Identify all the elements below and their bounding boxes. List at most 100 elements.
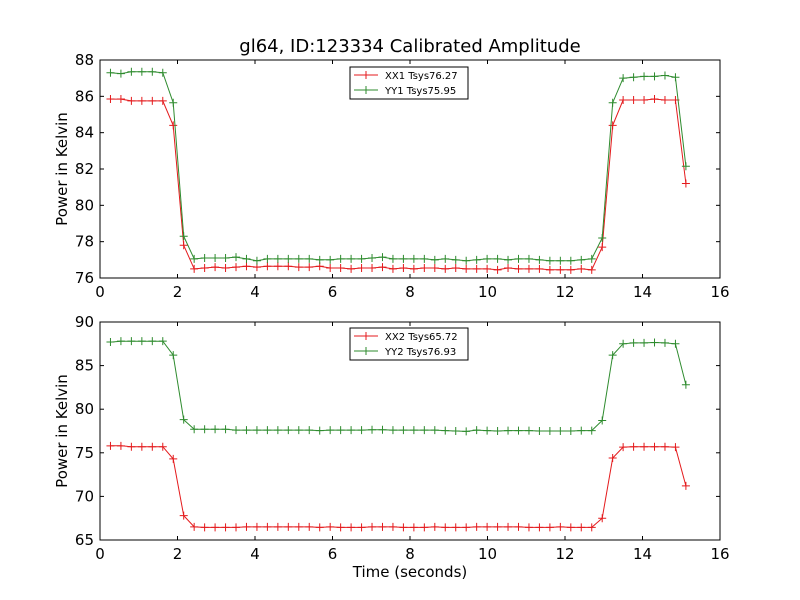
data-point bbox=[451, 523, 460, 532]
data-point bbox=[200, 425, 209, 434]
data-point bbox=[388, 426, 397, 435]
data-point bbox=[671, 443, 680, 452]
data-point bbox=[158, 442, 167, 451]
data-point bbox=[545, 265, 554, 274]
data-point bbox=[294, 254, 303, 263]
data-point bbox=[284, 522, 293, 531]
data-point bbox=[336, 523, 345, 532]
data-point bbox=[200, 254, 209, 263]
y-axis-label: Power in Kelvin bbox=[53, 374, 71, 488]
data-point bbox=[294, 522, 303, 531]
data-point bbox=[587, 523, 596, 532]
data-point bbox=[629, 73, 638, 82]
data-point bbox=[556, 265, 565, 274]
data-point bbox=[483, 522, 492, 531]
data-point bbox=[545, 427, 554, 435]
data-point bbox=[378, 263, 387, 272]
data-point bbox=[357, 264, 366, 273]
data-point bbox=[409, 426, 418, 435]
y-tick-label: 76 bbox=[75, 269, 94, 287]
data-point bbox=[441, 264, 450, 273]
chart-title: gl64, ID:123334 Calibrated Amplitude bbox=[239, 36, 580, 57]
data-point bbox=[263, 426, 272, 435]
data-point bbox=[169, 121, 178, 130]
data-point bbox=[190, 254, 199, 263]
data-point bbox=[252, 256, 261, 265]
data-point bbox=[179, 511, 188, 520]
data-point bbox=[430, 426, 439, 435]
data-point bbox=[137, 337, 146, 346]
data-point bbox=[514, 426, 523, 435]
data-point bbox=[598, 234, 607, 243]
data-point bbox=[190, 264, 199, 273]
x-tick-label: 8 bbox=[405, 283, 415, 301]
data-point bbox=[451, 427, 460, 435]
data-point bbox=[336, 426, 345, 435]
data-point bbox=[347, 426, 356, 435]
data-point bbox=[116, 337, 125, 346]
y-tick-label: 85 bbox=[75, 357, 94, 375]
data-point bbox=[493, 265, 502, 274]
data-point bbox=[587, 254, 596, 263]
chart-2: 0 2 4 6 8 10 12 14 16 65 70 75 80 85 90 Power in Kelvin… bbox=[53, 313, 730, 581]
data-point bbox=[577, 264, 586, 273]
data-point bbox=[388, 264, 397, 273]
data-point bbox=[504, 522, 513, 531]
data-point bbox=[514, 254, 523, 263]
data-point bbox=[378, 425, 387, 434]
data-point bbox=[399, 523, 408, 532]
data-point bbox=[127, 337, 136, 346]
data-point bbox=[368, 254, 377, 263]
data-point bbox=[629, 442, 638, 451]
data-point bbox=[681, 380, 690, 389]
data-point bbox=[273, 254, 282, 263]
y-tick-label: 84 bbox=[75, 124, 94, 142]
data-point bbox=[650, 338, 659, 347]
x-axis-label: Time (seconds) bbox=[352, 563, 468, 581]
data-point bbox=[608, 98, 617, 107]
y-tick-label: 88 bbox=[75, 51, 94, 69]
data-point bbox=[420, 264, 429, 273]
series-1 bbox=[106, 441, 690, 532]
chart-1: 0 2 4 6 8 10 12 14 16 76 78 80 82 84 86 88 gl64, ID:1233… bbox=[53, 36, 730, 301]
data-point bbox=[608, 121, 617, 130]
data-point bbox=[106, 95, 115, 104]
data-point bbox=[535, 264, 544, 273]
x-tick-label: 10 bbox=[478, 545, 497, 563]
data-point bbox=[681, 162, 690, 171]
data-point bbox=[524, 254, 533, 263]
data-point bbox=[420, 523, 429, 532]
data-point bbox=[116, 69, 125, 78]
data-point bbox=[169, 98, 178, 107]
x-tick-label: 16 bbox=[710, 545, 729, 563]
data-point bbox=[640, 95, 649, 104]
data-point bbox=[462, 256, 471, 265]
data-point bbox=[545, 523, 554, 532]
data-point bbox=[357, 426, 366, 435]
data-point bbox=[326, 264, 335, 273]
data-point bbox=[504, 426, 513, 435]
data-point bbox=[179, 241, 188, 250]
data-point bbox=[462, 264, 471, 273]
data-point bbox=[169, 351, 178, 360]
x-tick-label: 12 bbox=[555, 545, 574, 563]
data-point bbox=[242, 262, 251, 271]
data-point bbox=[566, 523, 575, 532]
data-point bbox=[148, 96, 157, 105]
x-tick-label: 14 bbox=[633, 283, 652, 301]
data-point bbox=[284, 254, 293, 263]
data-point bbox=[347, 254, 356, 263]
legend-marker bbox=[362, 332, 370, 340]
data-point bbox=[524, 264, 533, 273]
data-point bbox=[399, 264, 408, 273]
data-point bbox=[221, 425, 230, 434]
data-point bbox=[294, 426, 303, 435]
y-tick-label: 86 bbox=[75, 87, 94, 105]
data-point bbox=[640, 72, 649, 81]
data-point bbox=[179, 232, 188, 241]
data-point bbox=[524, 523, 533, 532]
data-point bbox=[587, 265, 596, 274]
data-point bbox=[252, 522, 261, 531]
data-point bbox=[284, 426, 293, 435]
data-point bbox=[368, 522, 377, 531]
